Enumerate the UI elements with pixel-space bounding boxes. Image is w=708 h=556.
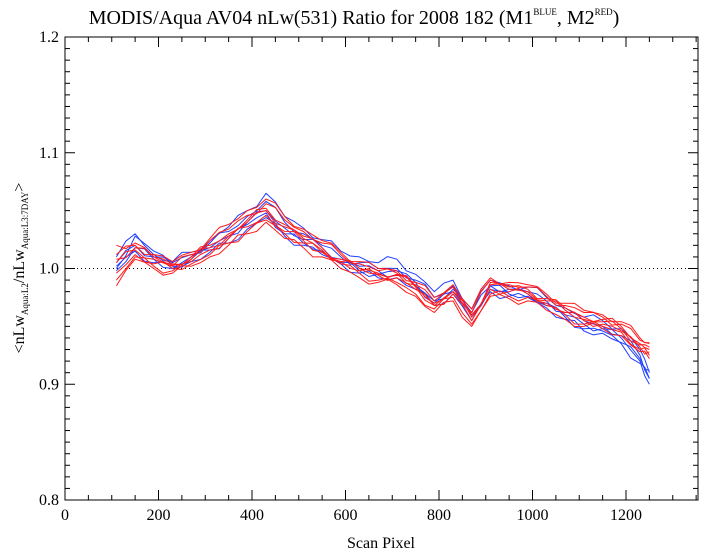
x-tick-label: 600 — [334, 507, 358, 524]
x-tick-label: 200 — [147, 507, 171, 524]
series-line-m2 — [116, 219, 650, 355]
y-tick-label: 1.0 — [39, 261, 59, 278]
y-tick-label: 0.9 — [39, 376, 59, 393]
title-main: MODIS/Aqua AV04 nLw(531) Ratio for 2008 … — [89, 7, 534, 29]
chart-title: MODIS/Aqua AV04 nLw(531) Ratio for 2008 … — [89, 7, 620, 29]
axis-ticks: 0 200 400 600 800 1000 1200 0.8 0.9 1.0 1.1 1.2 — [39, 29, 698, 524]
series-line-m2 — [116, 210, 650, 348]
y-tick-label: 1.2 — [39, 29, 59, 46]
series-line-m1 — [115, 192, 650, 373]
series-line-m1 — [116, 200, 650, 379]
series-group — [115, 192, 650, 385]
x-tick-label: 400 — [240, 507, 264, 524]
y-tick-label: 0.8 — [39, 492, 59, 509]
y-tick-label: 1.1 — [39, 145, 59, 162]
x-tick-label: 1000 — [517, 507, 549, 524]
series-line-m1 — [115, 210, 650, 385]
series-line-m1 — [116, 217, 650, 371]
series-line-m2 — [116, 214, 650, 356]
title-sup-blue: BLUE — [533, 7, 557, 17]
series-line-m1 — [116, 212, 650, 379]
y-label-suffix: > — [11, 183, 28, 192]
x-tick-label: 800 — [427, 507, 451, 524]
y-label-sub2: Aqua:L3:7DAY — [20, 191, 30, 249]
series-line-m2 — [115, 221, 650, 360]
y-axis-label: <nLwAqua:L2/nLwAqua:L3:7DAY> — [11, 183, 30, 354]
series-line-m2 — [116, 207, 650, 350]
x-tick-label: 1200 — [610, 507, 642, 524]
series-line-m2 — [116, 198, 650, 344]
y-label-mid: /nLw — [11, 249, 28, 283]
x-tick-label: 0 — [61, 507, 69, 524]
x-axis-label: Scan Pixel — [347, 535, 416, 552]
title-mid: , M2 — [557, 7, 595, 29]
y-label-prefix: <nLw — [11, 315, 28, 354]
title-end: ) — [613, 7, 620, 29]
title-sup-red: RED — [595, 7, 614, 17]
y-label-sub1: Aqua:L2 — [20, 283, 30, 315]
